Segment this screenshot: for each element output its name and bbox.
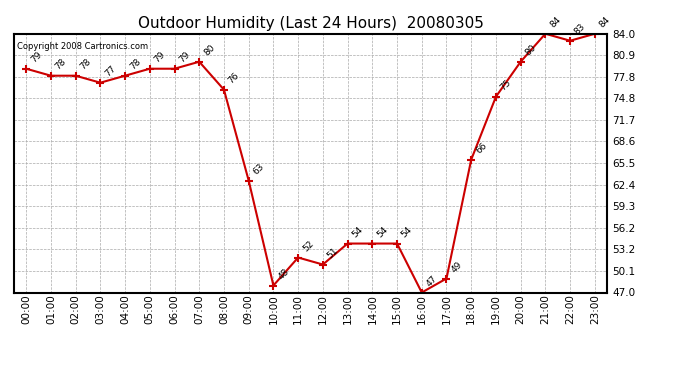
Text: 49: 49: [449, 260, 464, 274]
Text: 79: 79: [152, 50, 167, 64]
Text: 78: 78: [128, 57, 142, 72]
Text: Copyright 2008 Cartronics.com: Copyright 2008 Cartronics.com: [17, 42, 148, 51]
Text: 51: 51: [326, 246, 340, 260]
Text: 78: 78: [54, 57, 68, 72]
Text: 52: 52: [301, 239, 315, 254]
Text: 79: 79: [177, 50, 192, 64]
Text: 84: 84: [548, 15, 562, 30]
Text: 48: 48: [276, 267, 290, 281]
Text: 66: 66: [474, 141, 489, 156]
Text: 76: 76: [227, 71, 242, 86]
Text: 54: 54: [351, 225, 365, 239]
Title: Outdoor Humidity (Last 24 Hours)  20080305: Outdoor Humidity (Last 24 Hours) 2008030…: [137, 16, 484, 31]
Text: 80: 80: [524, 43, 538, 57]
Text: 84: 84: [598, 15, 612, 30]
Text: 54: 54: [400, 225, 414, 239]
Text: 77: 77: [103, 64, 117, 78]
Text: 54: 54: [375, 225, 389, 239]
Text: 83: 83: [573, 22, 587, 37]
Text: 80: 80: [202, 43, 217, 57]
Text: 79: 79: [29, 50, 43, 64]
Text: 78: 78: [79, 57, 93, 72]
Text: 75: 75: [499, 78, 513, 93]
Text: 47: 47: [424, 274, 439, 288]
Text: 63: 63: [251, 162, 266, 177]
